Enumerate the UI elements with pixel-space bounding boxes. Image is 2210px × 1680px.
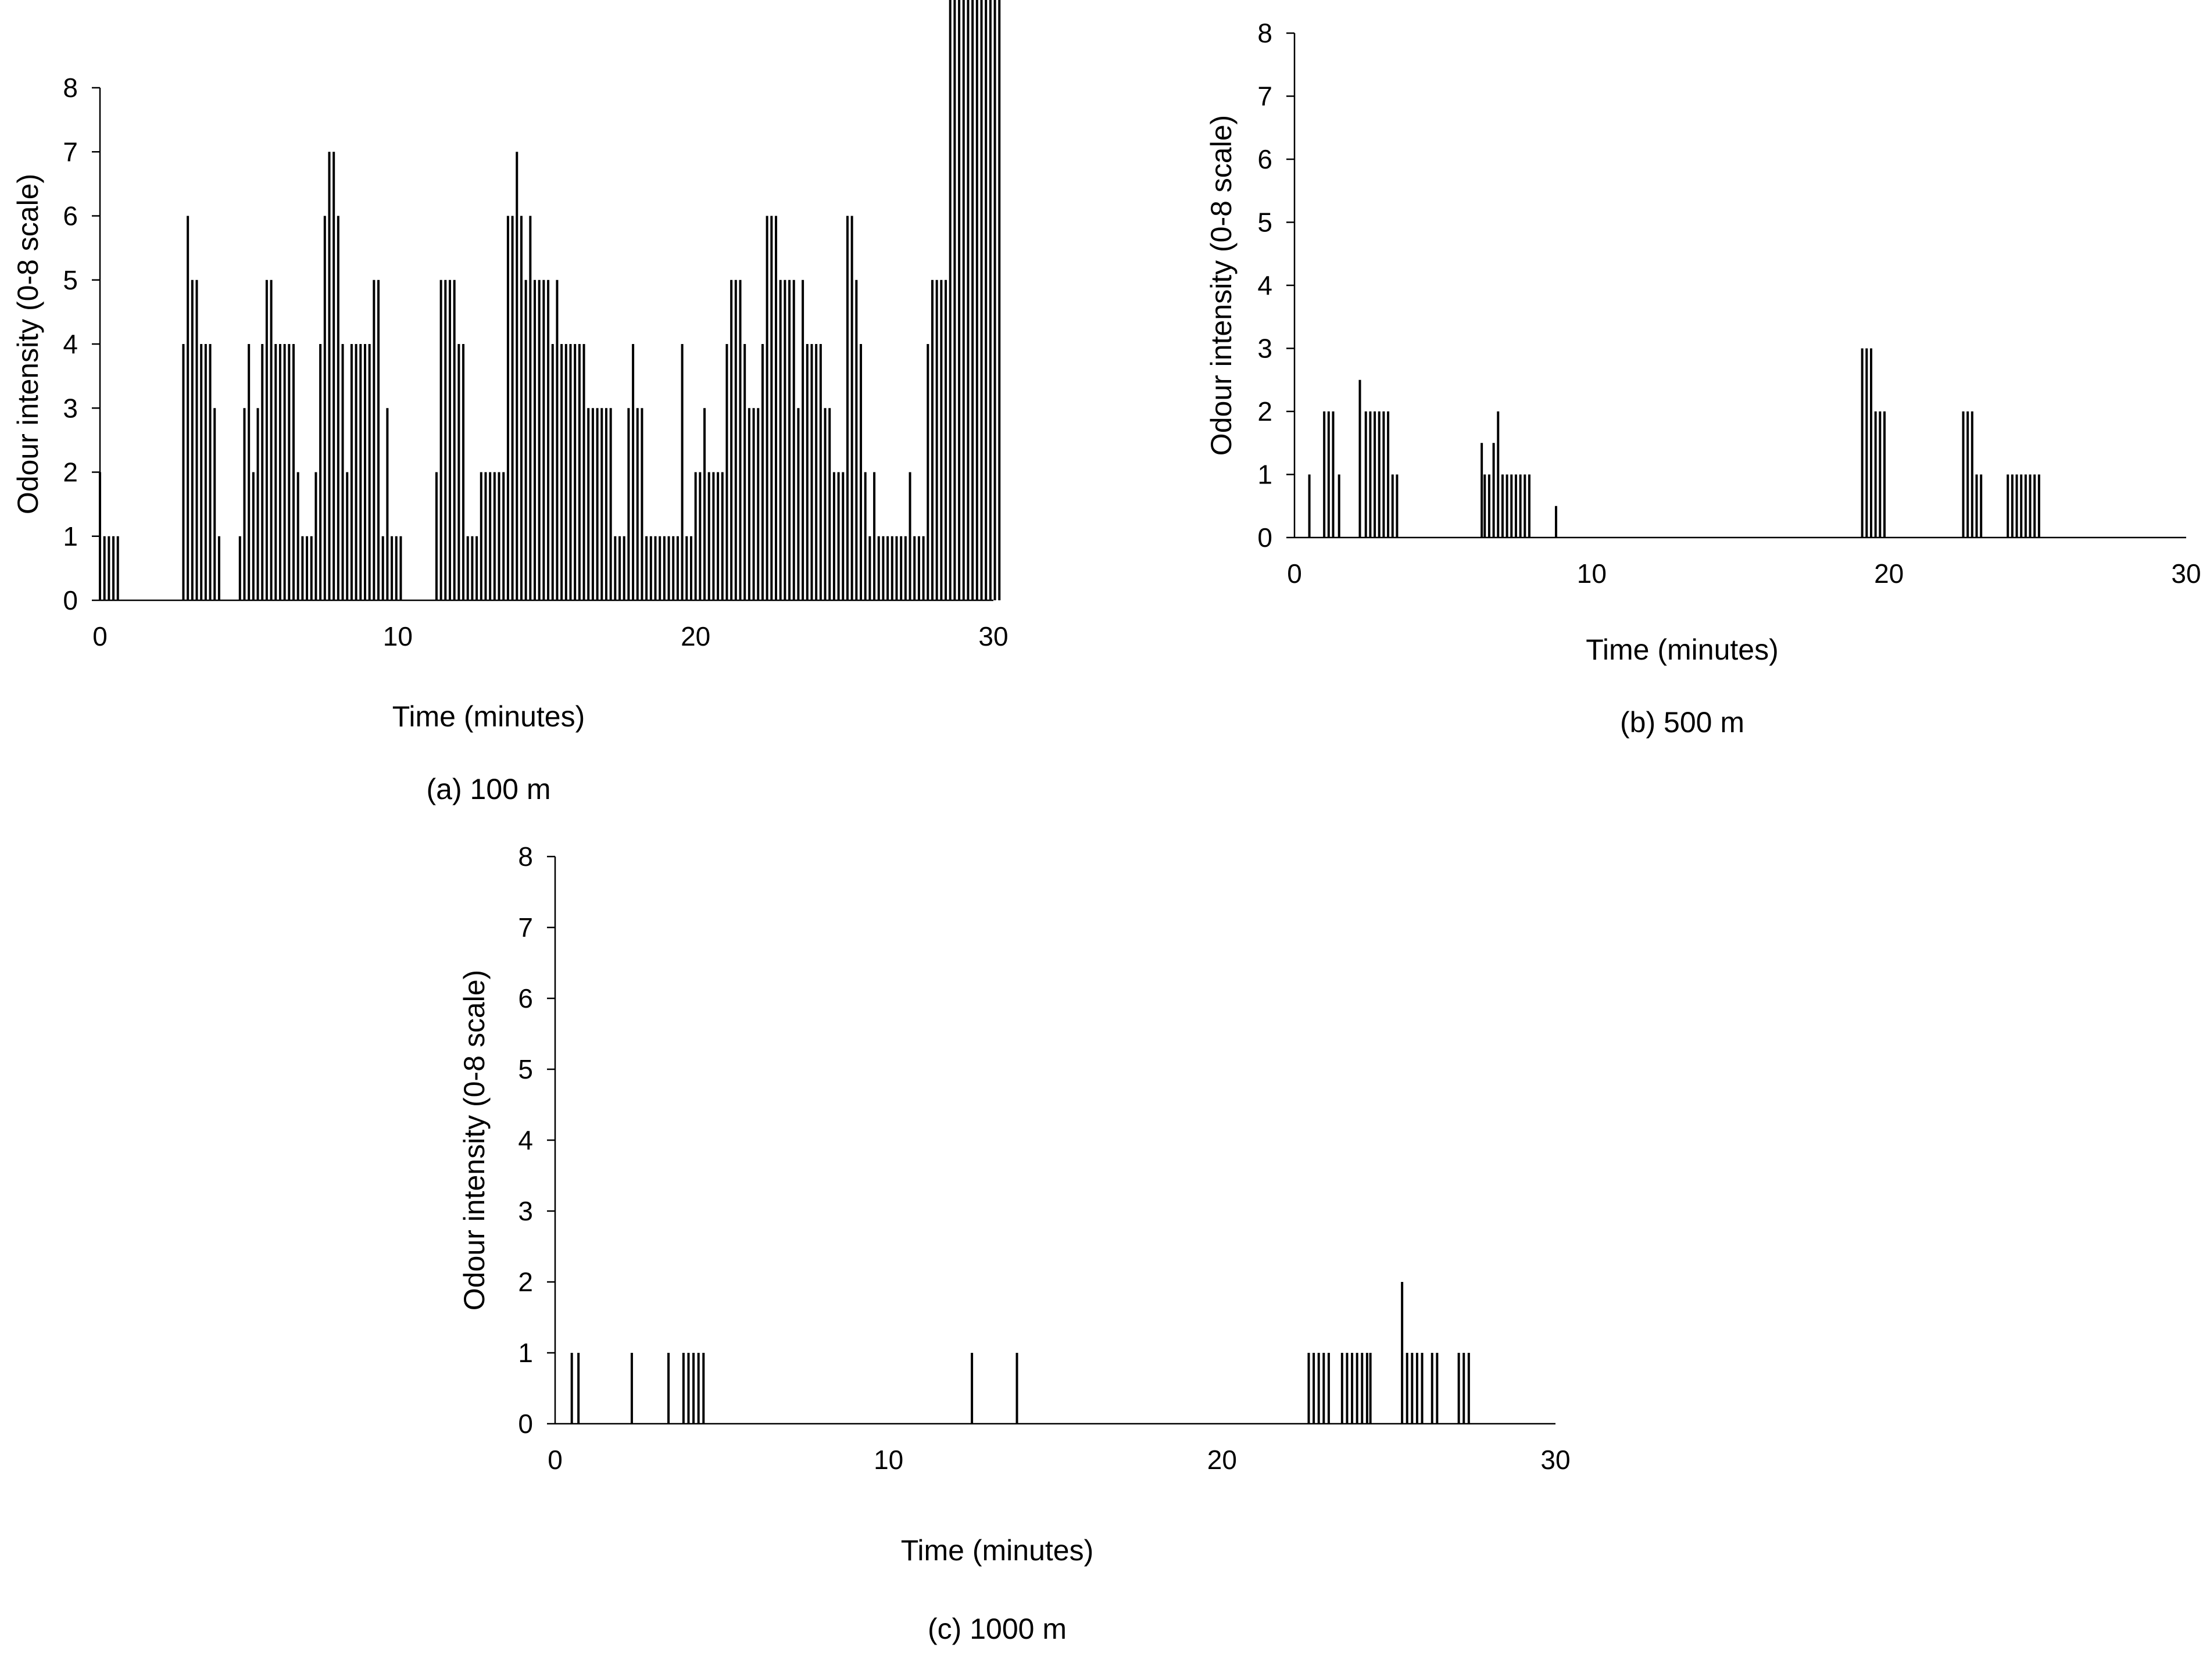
y-tick-label: 8 [63,73,78,103]
y-tick-label: 6 [518,983,533,1013]
y-tick-label: 4 [518,1125,533,1155]
y-tick-label: 7 [1257,81,1272,112]
x-tick-label: 30 [1540,1445,1570,1475]
y-tick-label: 8 [518,841,533,872]
y-tick-label: 3 [1257,334,1272,364]
y-tick-label: 2 [518,1267,533,1297]
y-tick-label: 6 [63,201,78,231]
x-tick-label: 0 [1287,558,1302,589]
x-axis-title: Time (minutes) [901,1534,1094,1567]
chart-caption: (a) 100 m [427,773,551,805]
x-axis-title: Time (minutes) [1586,633,1779,666]
x-tick-label: 0 [92,621,108,651]
y-axis-title: Odour intensity (0-8 scale) [458,970,491,1310]
y-tick-label: 1 [1257,460,1272,490]
chart-a-100m: 0 1 2 3 4 5 6 7 8 0 10 20 30 Odour intensity (0-8 sca… [12,0,1009,805]
y-tick-label: 5 [1257,207,1272,238]
y-tick-label: 7 [518,912,533,943]
chart-b-500m: 0 1 2 3 4 5 6 7 8 0 10 20 30 Odour intensity (0-8 sca… [1205,18,2201,739]
y-axis-title: Odour intensity (0-8 scale) [12,174,44,514]
y-axis-title: Odour intensity (0-8 scale) [1205,115,1238,456]
y-tick-label: 2 [1257,396,1272,427]
y-tick-label: 0 [518,1409,533,1439]
y-tick-label: 0 [63,585,78,615]
y-tick-label: 5 [518,1054,533,1084]
y-tick-label: 2 [63,457,78,488]
x-tick-label: 30 [978,621,1008,651]
x-tick-label: 30 [2171,558,2201,589]
x-tick-label: 20 [681,621,710,651]
chart-caption: (b) 500 m [1620,706,1744,739]
x-axis-title: Time (minutes) [392,700,585,733]
x-tick-label: 0 [548,1445,563,1475]
chart-caption: (c) 1000 m [928,1613,1067,1645]
y-tick-label: 4 [1257,270,1272,300]
x-tick-label: 20 [1874,558,1904,589]
y-tick-label: 7 [63,137,78,167]
x-tick-label: 20 [1207,1445,1237,1475]
y-tick-label: 0 [1257,522,1272,553]
y-tick-label: 4 [63,329,78,359]
x-tick-label: 10 [1577,558,1607,589]
y-tick-label: 8 [1257,18,1272,48]
y-tick-label: 1 [63,521,78,551]
y-tick-label: 5 [63,265,78,295]
y-tick-label: 6 [1257,144,1272,174]
y-tick-label: 1 [518,1338,533,1368]
x-tick-label: 10 [383,621,413,651]
y-tick-label: 3 [518,1196,533,1226]
chart-c-1000m: 0 1 2 3 4 5 6 7 8 0 10 20 30 Odour intensity (0-8 sca… [458,841,1570,1645]
y-tick-label: 3 [63,393,78,423]
x-tick-label: 10 [874,1445,903,1475]
